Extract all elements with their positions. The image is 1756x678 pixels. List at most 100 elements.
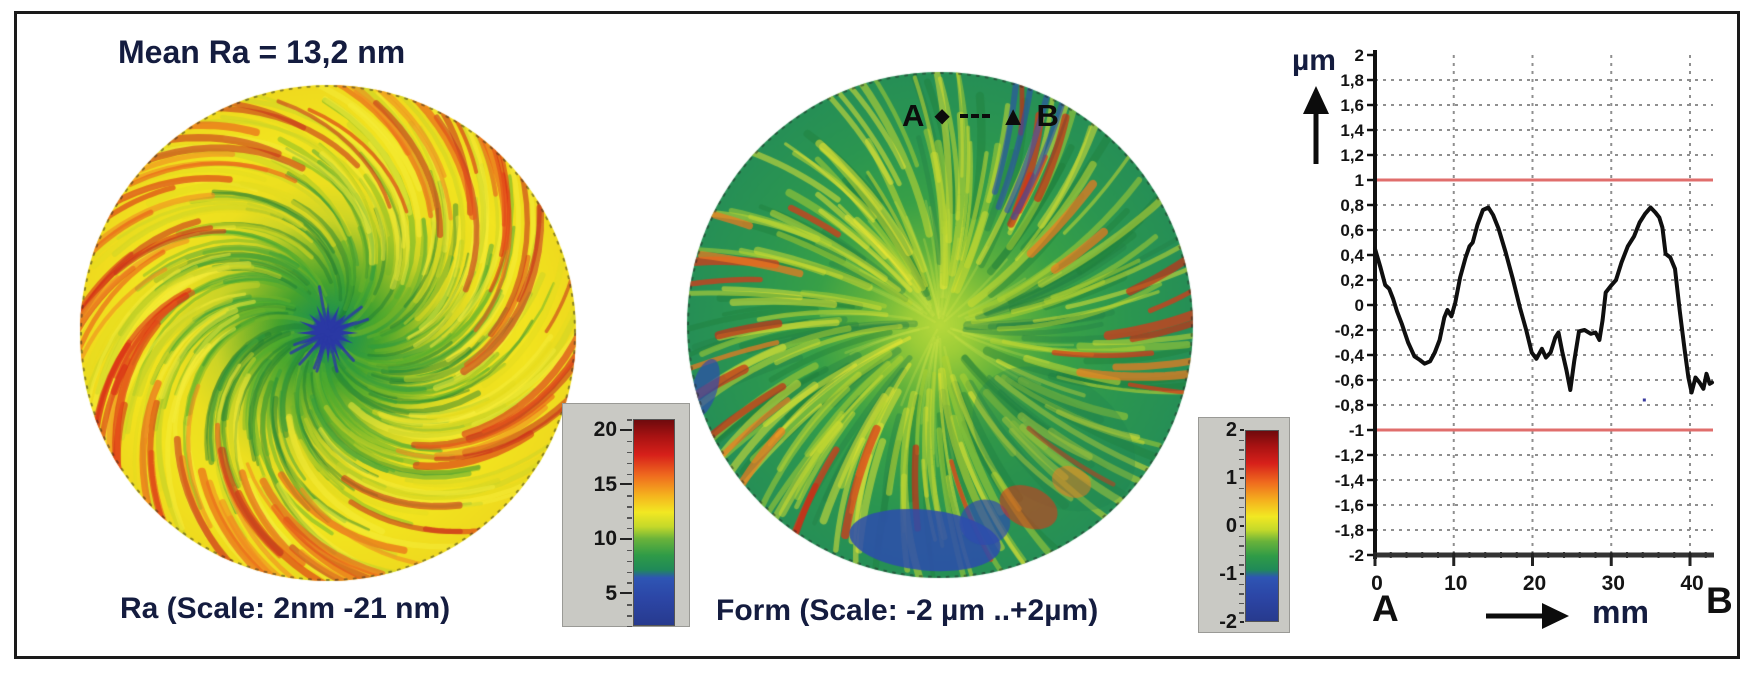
triangle-marker-icon: ▲ (999, 100, 1027, 131)
y-tick-label: -0,8 (1335, 396, 1364, 415)
colorbar-tick-label: 10 (593, 527, 617, 551)
y-tick-label: -1,4 (1335, 471, 1365, 490)
colorbar-tick-label: 0 (1225, 515, 1237, 537)
colorbar-minor-tick (627, 560, 632, 563)
ra-caption: Ra (Scale: 2nm -21 nm) (120, 592, 451, 625)
x-tick-label: 30 (1602, 572, 1625, 595)
y-tick-label: -0,4 (1335, 346, 1365, 365)
colorbar-gradient (633, 419, 675, 626)
y-tick-label: 1,2 (1340, 146, 1364, 165)
y-tick-label: -1,8 (1335, 521, 1364, 540)
x-unit-label: mm (1592, 594, 1649, 630)
colorbar-minor-tick (627, 615, 632, 617)
ra-heatmap-disc (78, 83, 578, 583)
colorbar-tick (1240, 621, 1244, 623)
colorbar-minor-tick (1239, 535, 1244, 538)
colorbar-minor-tick (627, 495, 632, 497)
colorbar-minor-tick (627, 517, 632, 519)
y-tick-label: -0,6 (1335, 371, 1364, 390)
colorbar-tick-label: 2 (1225, 419, 1237, 441)
form-caption: Form (Scale: -2 µm ..+2µm) (716, 594, 1099, 627)
colorbar-minor-tick (1239, 593, 1244, 595)
colorbar-minor-tick (1239, 602, 1244, 605)
colorbar-minor-tick (1239, 612, 1244, 614)
colorbar-minor-tick (627, 451, 632, 454)
colorbar-minor-tick (1239, 554, 1244, 557)
marker-b-label: B (1036, 98, 1059, 133)
colorbar-minor-tick (1239, 439, 1244, 442)
colorbar-minor-tick (1239, 449, 1244, 451)
colorbar-tick-label: -1 (1219, 563, 1237, 585)
colorbar-tick-label: -2 (1219, 611, 1237, 633)
y-tick-label: 0,6 (1340, 221, 1364, 240)
section-line-marker: A ◆ ▲ B (902, 92, 1059, 140)
colorbar-minor-tick (627, 571, 632, 574)
colorbar-minor-tick (627, 440, 632, 443)
profile-plot: 2 1,8 1,6 1,4 1,2 1 0,8 0,6 0,4 0,2 0 -0,2 -0,4 -0,6 -… (1335, 46, 1714, 595)
colorbar-minor-tick (1239, 468, 1244, 470)
colorbar-tick (1240, 525, 1244, 527)
colorbar-minor-tick (1239, 564, 1244, 566)
y-tick-label: 0,2 (1340, 271, 1364, 290)
profile-curve (1373, 205, 1714, 395)
x-tick-label: 10 (1444, 572, 1467, 595)
y-tick-label: 0 (1355, 296, 1364, 315)
colorbar-tick-label: 5 (605, 581, 617, 605)
colorbar-tick (620, 537, 632, 540)
colorbar-minor-tick (627, 582, 632, 584)
y-tick-label: -1,6 (1335, 496, 1364, 515)
profile-a-label: A (1372, 588, 1399, 629)
y-tick-label: 1,4 (1340, 121, 1364, 140)
marker-a-label: A (902, 98, 925, 133)
colorbar-gradient (1245, 430, 1279, 622)
y-tick-label: -2 (1349, 546, 1364, 565)
colorbar-minor-tick (627, 506, 632, 508)
colorbar-minor-tick (1239, 487, 1244, 490)
up-arrow-icon (1303, 86, 1329, 164)
colorbar-minor-tick (1239, 506, 1244, 509)
colorbar-minor-tick (1239, 516, 1244, 518)
diamond-marker-icon: ◆ (934, 105, 950, 127)
colorbar-tick (620, 483, 632, 486)
colorbar-minor-tick (627, 527, 632, 530)
colorbar-minor-tick (1239, 545, 1244, 547)
colorbar-minor-tick (627, 549, 632, 552)
colorbar-tick (1240, 573, 1244, 575)
y-tick-label: 1 (1355, 171, 1364, 190)
stray-dot (1642, 398, 1646, 402)
colorbar-tick-label: 15 (593, 472, 617, 496)
y-tick-label: -1,2 (1335, 446, 1364, 465)
x-tick-label: 20 (1523, 572, 1546, 595)
form-colorbar: 2 1 0 -1 -2 (1198, 417, 1290, 633)
colorbar-minor-tick (1239, 583, 1244, 586)
colorbar-minor-tick (627, 473, 632, 476)
colorbar-minor-tick (627, 604, 632, 606)
colorbar-tick (1240, 477, 1244, 479)
colorbar-tick-label: 20 (593, 418, 617, 442)
y-unit-label: µm (1292, 44, 1336, 77)
colorbar-tick (1240, 429, 1244, 431)
y-tick-label: 0,4 (1340, 246, 1364, 265)
y-tick-label: 1,8 (1340, 71, 1364, 90)
colorbar-minor-tick (1239, 458, 1244, 461)
colorbar-minor-tick (627, 625, 632, 628)
ra-colorbar: 20 15 10 5 (562, 403, 690, 628)
colorbar-tick (620, 592, 632, 595)
y-tick-label: 0,8 (1340, 196, 1364, 215)
x-tick-label: 0 (1371, 572, 1383, 595)
y-tick-label: 1,6 (1340, 96, 1364, 115)
y-tick-label: 2 (1355, 46, 1364, 65)
dashed-section-line (959, 114, 990, 118)
y-tick-label: -0,2 (1335, 321, 1364, 340)
colorbar-minor-tick (627, 419, 632, 421)
x-tick-label: 40 (1680, 572, 1703, 595)
y-tick-label: -1 (1349, 421, 1364, 440)
form-heatmap-disc (685, 70, 1195, 580)
right-arrow-icon (1486, 603, 1569, 629)
profile-b-label: B (1706, 580, 1733, 621)
mean-ra-title: Mean Ra = 13,2 nm (118, 34, 406, 70)
colorbar-tick-label: 1 (1225, 467, 1237, 489)
colorbar-minor-tick (1239, 497, 1244, 499)
colorbar-tick (620, 428, 632, 431)
